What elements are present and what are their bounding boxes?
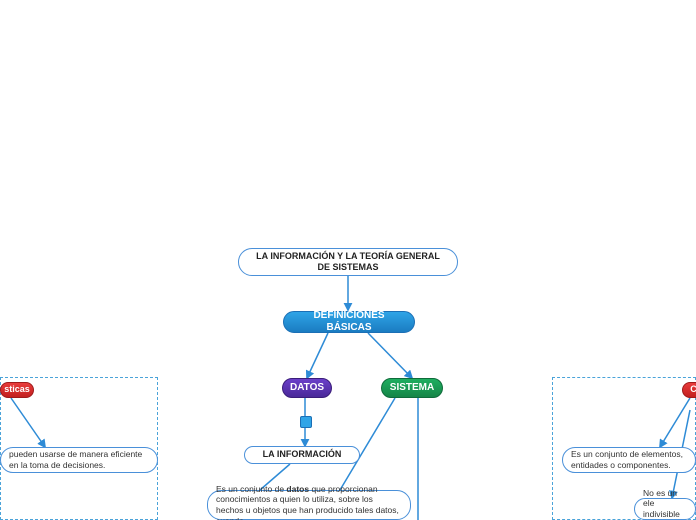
node-left-text[interactable]: pueden usarse de manera eficiente en la … [0,447,158,473]
node-left-red-label: sticas [4,384,30,395]
node-left-text-label: pueden usarse de manera eficiente en la … [9,449,149,470]
node-informacion[interactable]: LA INFORMACIÓN [244,446,360,464]
node-definiciones-label: DEFINICIONES BÁSICAS [294,310,404,335]
diagram-canvas: LA INFORMACIÓN Y LA TEORÍA GENERAL DE SI… [0,0,696,520]
node-bottom-text[interactable]: Es un conjunto de datos que proporcionan… [207,490,411,520]
node-right-text[interactable]: Es un conjunto de elementos, entidades o… [562,447,696,473]
node-right-text2-label: No es un ele indivisible si [643,488,687,520]
node-left-red[interactable]: sticas [0,382,34,398]
node-title[interactable]: LA INFORMACIÓN Y LA TEORÍA GENERAL DE SI… [238,248,458,276]
node-right-red-label: Ca [690,384,696,395]
node-right-text2[interactable]: No es un ele indivisible si [634,498,696,520]
node-definiciones[interactable]: DEFINICIONES BÁSICAS [283,311,415,333]
collapse-toggle-icon[interactable] [300,416,312,428]
node-right-text-label: Es un conjunto de elementos, entidades o… [571,449,687,470]
node-sistema-label: SISTEMA [390,382,434,395]
node-informacion-label: LA INFORMACIÓN [263,449,342,460]
node-title-label: LA INFORMACIÓN Y LA TEORÍA GENERAL DE SI… [249,251,447,274]
node-sistema[interactable]: SISTEMA [381,378,443,398]
node-datos-label: DATOS [290,382,324,395]
node-datos[interactable]: DATOS [282,378,332,398]
node-bottom-text-label: Es un conjunto de datos que proporcionan… [216,484,402,520]
node-right-red[interactable]: Ca [682,382,696,398]
